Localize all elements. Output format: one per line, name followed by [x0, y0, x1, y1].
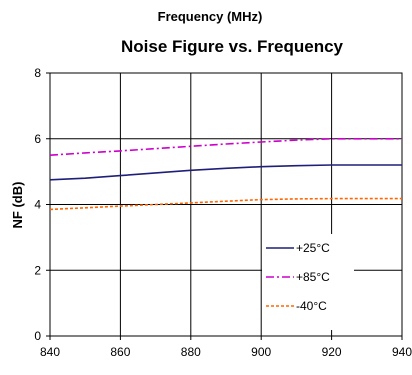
x-tick-label: 880 — [181, 345, 201, 359]
x-tick-label: 860 — [110, 345, 130, 359]
y-tick-label: 0 — [34, 329, 41, 343]
legend-box — [262, 234, 354, 330]
x-tick-label: 920 — [322, 345, 342, 359]
legend-label: +85°C — [296, 270, 330, 284]
y-tick-label: 4 — [34, 198, 41, 212]
y-tick-label: 2 — [34, 263, 41, 277]
chart-top-title: Frequency (MHz) — [158, 9, 263, 24]
legend: +25°C +85°C -40°C — [262, 234, 354, 330]
series-line-3 — [49, 197, 402, 211]
series-line-1 — [49, 164, 402, 181]
x-axis-ticks: 840 860 880 900 920 940 — [40, 336, 412, 359]
legend-label: +25°C — [296, 241, 330, 255]
legend-label: -40°C — [296, 299, 327, 313]
series-lines — [49, 138, 402, 211]
x-tick-label: 840 — [40, 345, 60, 359]
x-tick-label: 900 — [251, 345, 271, 359]
y-axis-label: NF (dB) — [10, 182, 25, 229]
y-axis-ticks: 0 2 4 6 8 — [34, 66, 50, 343]
y-tick-label: 6 — [34, 132, 41, 146]
series-line-2 — [49, 138, 402, 156]
x-tick-label: 940 — [392, 345, 412, 359]
chart-title: Noise Figure vs. Frequency — [121, 37, 344, 56]
y-tick-label: 8 — [34, 66, 41, 80]
